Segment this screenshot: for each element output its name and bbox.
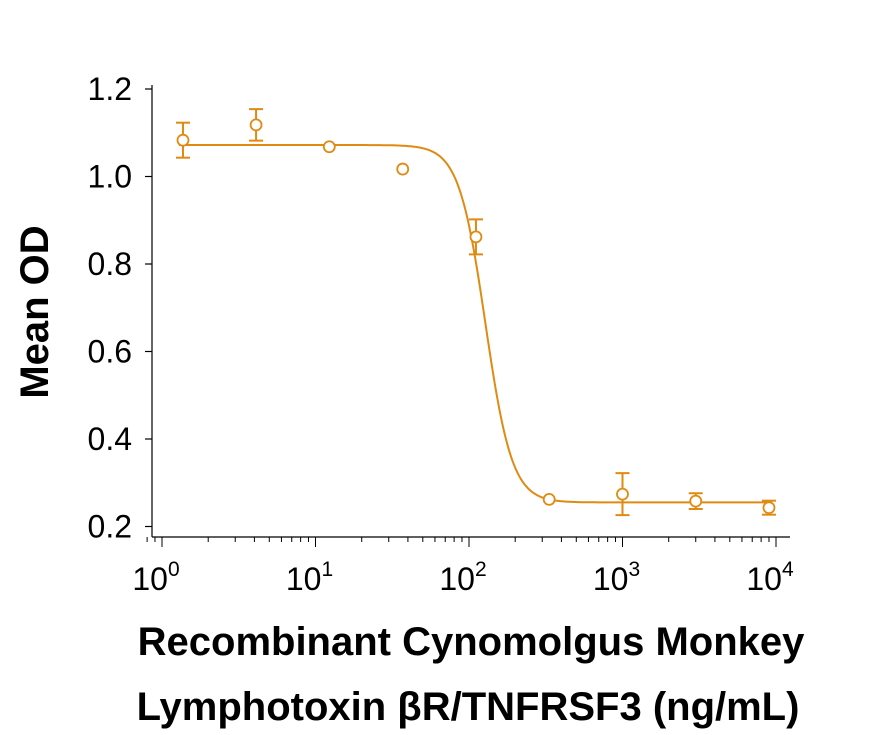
x-tick-label: 104 <box>746 558 794 597</box>
y-axis: 0.2 0.4 0.6 0.8 1.0 1.2 <box>88 71 153 545</box>
x-tick-label: 100 <box>132 558 179 597</box>
y-tick-label: 0.6 <box>88 334 132 370</box>
fit-curve <box>179 144 772 504</box>
point-marker <box>616 487 629 501</box>
y-tick-label: 0.2 <box>88 509 132 545</box>
y-tick-label: 0.4 <box>88 421 132 457</box>
data-point <box>249 108 264 142</box>
point-marker <box>542 492 556 506</box>
data-point <box>542 492 556 506</box>
point-marker <box>762 501 776 515</box>
x-tick-label: 101 <box>286 558 333 597</box>
data-point <box>322 140 336 154</box>
point-marker <box>469 230 483 244</box>
y-tick-label: 0.8 <box>88 246 132 282</box>
x-axis-title-line2: Lymphotoxin βR/TNFRSF3 (ng/mL) <box>137 685 800 729</box>
point-marker <box>249 118 263 132</box>
y-tick-label: 1.0 <box>88 159 132 195</box>
x-axis: 100 101 102 103 104 <box>132 536 794 597</box>
data-point <box>688 492 703 510</box>
x-tick-label: 103 <box>593 558 640 597</box>
data-point <box>468 218 483 256</box>
data-point <box>396 162 410 176</box>
point-marker <box>689 494 703 508</box>
y-axis-title: Mean OD <box>13 225 57 398</box>
point-marker <box>176 133 190 147</box>
data-point <box>761 499 776 516</box>
point-marker <box>396 162 410 176</box>
point-marker <box>322 140 336 154</box>
y-tick-label: 1.2 <box>88 71 132 107</box>
x-tick-label: 102 <box>439 558 486 597</box>
x-axis-title-line1: Recombinant Cynomolgus Monkey <box>138 620 805 664</box>
data-points <box>175 108 776 517</box>
data-point <box>615 472 630 517</box>
data-point <box>175 121 190 159</box>
